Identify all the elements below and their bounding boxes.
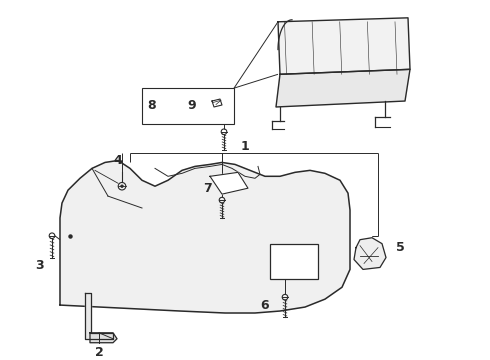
Polygon shape	[278, 18, 410, 74]
Polygon shape	[85, 293, 113, 339]
Text: 9: 9	[188, 99, 196, 112]
Text: 6: 6	[261, 298, 270, 311]
Text: 1: 1	[241, 140, 249, 153]
Polygon shape	[354, 238, 386, 269]
Polygon shape	[210, 172, 248, 194]
Text: 8: 8	[147, 99, 156, 112]
Text: 5: 5	[395, 241, 404, 254]
Polygon shape	[212, 99, 222, 107]
Polygon shape	[276, 69, 410, 107]
Polygon shape	[60, 161, 350, 313]
Text: 2: 2	[95, 346, 103, 359]
Text: 4: 4	[114, 154, 122, 167]
Bar	[142, 88, 234, 124]
Bar	[270, 244, 318, 279]
Text: 3: 3	[36, 259, 44, 272]
Circle shape	[121, 185, 123, 188]
Polygon shape	[90, 333, 117, 343]
Text: 7: 7	[203, 182, 211, 195]
